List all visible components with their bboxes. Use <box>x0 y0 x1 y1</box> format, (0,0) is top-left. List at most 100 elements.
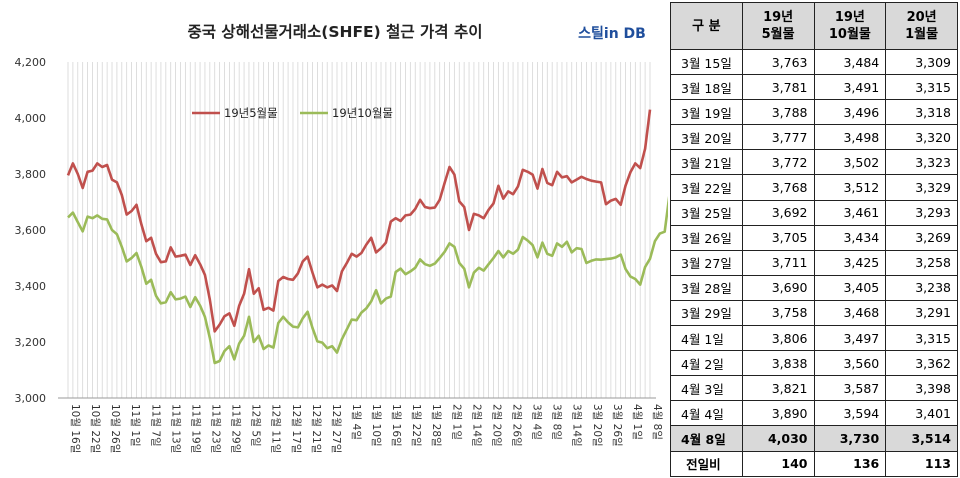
legend-label: 19년10월물 <box>332 106 393 120</box>
price-cell: 3,763 <box>741 48 815 76</box>
price-cell: 3,730 <box>813 425 887 452</box>
table-row: 4월 1일 3,806 3,497 3,315 <box>670 325 958 352</box>
x-tick-label: 3월 4일 <box>531 404 544 440</box>
series-line-1 <box>66 109 652 333</box>
x-tick-label: 11월 1일 <box>129 404 142 447</box>
table-body: 3월 15일 3,763 3,484 3,309 3월 18일 3,781 3,491 3,3… <box>670 48 958 477</box>
legend: 19년5월물 19년10월물 <box>192 106 393 120</box>
row-label: 3월 22일 <box>670 174 743 201</box>
line-chart: 중국 상해선물거래소(SHFE) 철근 가격 추이 스틸in DB 3,0003… <box>15 22 668 453</box>
price-cell: 3,398 <box>885 375 958 402</box>
price-cell: 3,587 <box>813 375 887 402</box>
price-cell: 3,690 <box>741 274 815 301</box>
row-label: 3월 26일 <box>670 224 743 251</box>
price-cell: 3,781 <box>741 74 815 101</box>
x-tick-label: 2월 1일 <box>450 404 463 440</box>
row-label: 전일비 <box>670 450 743 477</box>
header-category: 구 분 <box>670 2 743 50</box>
table-row: 3월 22일 3,768 3,512 3,329 <box>670 174 958 201</box>
x-tick-label: 3월 20일 <box>591 404 604 447</box>
x-tick-label: 12월 11일 <box>270 404 283 453</box>
table-row: 3월 15일 3,763 3,484 3,309 <box>670 48 958 76</box>
x-tick-label: 12월 21일 <box>310 404 323 453</box>
price-cell: 3,323 <box>885 149 958 176</box>
price-cell: 3,258 <box>885 249 958 276</box>
x-tick-label: 11월 7일 <box>149 404 162 447</box>
x-tick-label: 10월 26일 <box>109 404 122 453</box>
price-cell: 3,484 <box>813 48 887 76</box>
x-tick-label: 10월 22일 <box>89 404 102 453</box>
row-label: 3월 27일 <box>670 249 743 276</box>
x-tick-label: 11월 23일 <box>209 404 222 453</box>
x-tick-label: 11월 19일 <box>189 404 202 453</box>
price-cell: 3,318 <box>885 99 958 126</box>
x-axis: 10월 16일 10월 22일 10월 26일 11월 1일 11월 7일 11월 13일… <box>69 404 664 453</box>
price-cell: 3,491 <box>813 74 887 101</box>
table-row: 4월 4일 3,890 3,594 3,401 <box>670 400 958 427</box>
x-tick-label: 2월 26일 <box>511 404 524 447</box>
x-tick-label: 3월 14일 <box>571 404 584 447</box>
y-axis: 3,000 3,200 3,400 3,600 3,800 4,000 4,200 <box>15 56 47 405</box>
price-cell: 3,329 <box>885 174 958 201</box>
price-cell: 3,315 <box>885 74 958 101</box>
y-tick-label: 4,000 <box>15 112 47 125</box>
price-cell: 3,434 <box>813 224 887 251</box>
table-row: 3월 20일 3,777 3,498 3,320 <box>670 124 958 151</box>
y-tick-label: 3,200 <box>15 336 47 349</box>
x-tick-label: 1월 16일 <box>390 404 403 447</box>
price-cell: 3,425 <box>813 249 887 276</box>
price-table: 구 분 19년 5월물 19년 10월물 20년 1월물 3월 15일 3,763 3,4… <box>670 2 958 477</box>
price-cell: 3,594 <box>813 400 887 427</box>
x-tick-label: 12월 17일 <box>290 404 303 453</box>
row-label: 3월 18일 <box>670 74 743 101</box>
y-tick-label: 3,800 <box>15 168 47 181</box>
price-cell: 3,560 <box>813 350 887 377</box>
x-tick-label: 1월 4일 <box>350 404 363 440</box>
series-lines <box>66 109 668 365</box>
row-label: 3월 28일 <box>670 274 743 301</box>
x-tick-label: 1월 22일 <box>410 404 423 447</box>
table-row: 3월 26일 3,705 3,434 3,269 <box>670 224 958 251</box>
price-cell: 3,890 <box>741 400 815 427</box>
price-cell: 3,788 <box>741 99 815 126</box>
row-label: 3월 29일 <box>670 299 743 327</box>
price-cell: 3,496 <box>813 99 887 126</box>
y-tick-label: 3,400 <box>15 280 47 293</box>
price-cell: 3,777 <box>741 124 815 151</box>
x-tick-label: 12월 27일 <box>330 404 343 453</box>
y-tick-label: 4,200 <box>15 56 47 69</box>
x-tick-label: 3월 8일 <box>551 404 564 440</box>
x-tick-label: 4월 8일 <box>651 404 664 440</box>
price-cell: 3,498 <box>813 124 887 151</box>
price-cell: 3,502 <box>813 149 887 176</box>
series-line-2 <box>67 195 668 365</box>
x-tick-label: 11월 29일 <box>230 404 243 453</box>
row-label: 4월 4일 <box>670 400 743 427</box>
price-cell: 3,705 <box>741 224 815 251</box>
table-row: 4월 2일 3,838 3,560 3,362 <box>670 350 958 377</box>
price-cell: 3,768 <box>741 174 815 201</box>
price-cell: 136 <box>813 450 887 477</box>
price-cell: 3,514 <box>885 425 958 452</box>
price-cell: 3,758 <box>741 299 815 327</box>
chart-title: 중국 상해선물거래소(SHFE) 철근 가격 추이 <box>188 22 483 41</box>
table-row: 4월 3일 3,821 3,587 3,398 <box>670 375 958 402</box>
price-cell: 3,269 <box>885 224 958 251</box>
table-header-row: 구 분 19년 5월물 19년 10월물 20년 1월물 <box>670 2 958 50</box>
x-tick-label: 4월 1일 <box>631 404 644 440</box>
price-cell: 3,497 <box>813 325 887 352</box>
table-row: 3월 21일 3,772 3,502 3,323 <box>670 149 958 176</box>
table-row: 3월 28일 3,690 3,405 3,238 <box>670 274 958 301</box>
row-label: 3월 21일 <box>670 149 743 176</box>
price-cell: 3,362 <box>885 350 958 377</box>
price-cell: 3,315 <box>885 325 958 352</box>
price-cell: 3,238 <box>885 274 958 301</box>
x-tick-label: 2월 14일 <box>470 404 483 447</box>
price-cell: 3,692 <box>741 199 815 226</box>
header-19y-may: 19년 5월물 <box>741 2 815 50</box>
y-tick-label: 3,600 <box>15 224 47 237</box>
row-label: 3월 19일 <box>670 99 743 126</box>
price-cell: 3,293 <box>885 199 958 226</box>
price-cell: 3,468 <box>813 299 887 327</box>
row-label: 4월 8일 <box>670 425 743 452</box>
